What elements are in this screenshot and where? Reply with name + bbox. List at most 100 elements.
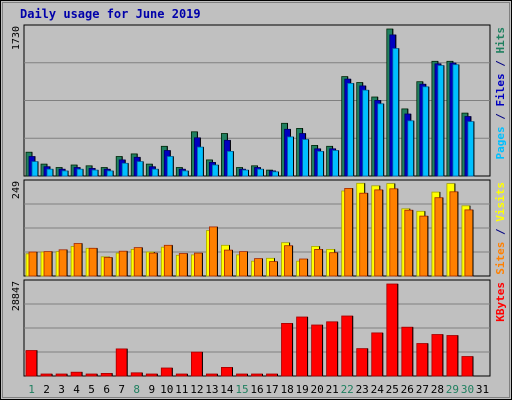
bar xyxy=(43,251,53,277)
legend-part: Hits xyxy=(494,27,507,54)
day-label: 24 xyxy=(371,383,385,396)
day-label: 22 xyxy=(341,383,354,396)
bar xyxy=(287,136,294,177)
bar xyxy=(452,64,460,177)
bar xyxy=(40,373,53,377)
bar xyxy=(88,247,98,277)
day-label: 9 xyxy=(148,383,155,396)
bar xyxy=(431,334,444,377)
bar xyxy=(220,366,233,377)
bar xyxy=(449,191,459,277)
bar xyxy=(269,261,278,277)
bar xyxy=(115,348,128,377)
side-legend: Pages / Files / Hits xyxy=(494,27,507,160)
bar xyxy=(73,243,83,277)
bar xyxy=(160,367,173,377)
chart-panels: 1730 Pages / Files / Hits 249 Sites / Visit… xyxy=(11,24,507,377)
day-label: 28 xyxy=(431,383,444,396)
bar xyxy=(341,315,354,377)
bar xyxy=(467,121,475,177)
bar xyxy=(76,168,84,177)
day-label: 11 xyxy=(175,383,188,396)
day-label: 30 xyxy=(461,383,474,396)
bar xyxy=(347,83,355,177)
bar xyxy=(281,322,293,377)
day-label: 10 xyxy=(160,383,173,396)
bar xyxy=(121,162,129,177)
bar xyxy=(46,168,54,177)
bar xyxy=(419,215,429,277)
day-labels: 1 2 3 4 5 6 7 8 9 10 11 12 13 14 15 16 17 18 19 20 21 22 23 24 2… xyxy=(28,383,489,396)
bar xyxy=(257,168,264,177)
kbytes-panel: 28847 KBytes xyxy=(11,279,507,377)
legend-part: Sites xyxy=(494,242,507,275)
day-label: 18 xyxy=(280,383,293,396)
day-label: 16 xyxy=(250,383,263,396)
bar xyxy=(181,170,189,177)
day-label: 19 xyxy=(295,383,308,396)
day-label: 13 xyxy=(205,383,218,396)
bar xyxy=(178,253,188,277)
legend-part: KBytes xyxy=(494,282,507,322)
bar xyxy=(461,356,474,377)
bar xyxy=(329,252,339,277)
bar xyxy=(266,373,278,377)
bar xyxy=(211,164,219,177)
bar xyxy=(464,209,474,277)
bar xyxy=(205,373,218,377)
bar xyxy=(407,120,415,177)
bar xyxy=(446,335,459,377)
bar xyxy=(28,251,38,277)
legend-part: Pages xyxy=(494,126,507,159)
day-label: 15 xyxy=(235,383,248,396)
bar xyxy=(386,283,399,377)
series-kbytes xyxy=(25,283,474,377)
bar xyxy=(356,348,369,377)
bar xyxy=(332,150,340,177)
bar xyxy=(148,252,158,277)
day-label: 20 xyxy=(310,383,323,396)
bar xyxy=(344,187,354,277)
bar xyxy=(136,161,144,177)
bar xyxy=(314,248,324,277)
bar xyxy=(145,373,158,377)
bar xyxy=(208,226,218,277)
day-label: 5 xyxy=(88,383,95,396)
bar xyxy=(359,192,369,277)
bar xyxy=(317,150,325,177)
day-label: 4 xyxy=(73,383,80,396)
bar xyxy=(61,170,69,177)
bar xyxy=(100,372,113,377)
legend-part: / xyxy=(494,54,507,74)
bar xyxy=(70,371,83,377)
bar xyxy=(296,316,309,377)
y-max-label: 249 xyxy=(11,181,22,199)
bar xyxy=(166,156,174,177)
bar xyxy=(401,326,414,377)
bar xyxy=(118,250,128,277)
bar xyxy=(416,343,429,377)
bar xyxy=(106,170,114,177)
visits-panel: 249 Sites / Visits xyxy=(11,179,507,277)
bar xyxy=(434,197,444,277)
bar xyxy=(226,150,234,177)
bar xyxy=(299,258,309,277)
bar xyxy=(103,257,113,277)
day-label: 26 xyxy=(401,383,414,396)
legend-part: Visits xyxy=(494,182,507,222)
chart-title: Daily usage for June 2019 xyxy=(20,7,201,21)
bar xyxy=(236,373,248,377)
day-label: 25 xyxy=(386,383,399,396)
bar xyxy=(377,103,385,177)
bar xyxy=(437,65,445,177)
side-legend: KBytes xyxy=(494,282,507,322)
day-label: 27 xyxy=(416,383,429,396)
bar xyxy=(190,351,203,377)
day-label: 1 xyxy=(28,383,35,396)
bar xyxy=(133,247,143,277)
day-label: 21 xyxy=(326,383,339,396)
bar xyxy=(311,324,324,377)
bar xyxy=(389,188,399,277)
day-label: 6 xyxy=(103,383,110,396)
day-label: 8 xyxy=(133,383,140,396)
